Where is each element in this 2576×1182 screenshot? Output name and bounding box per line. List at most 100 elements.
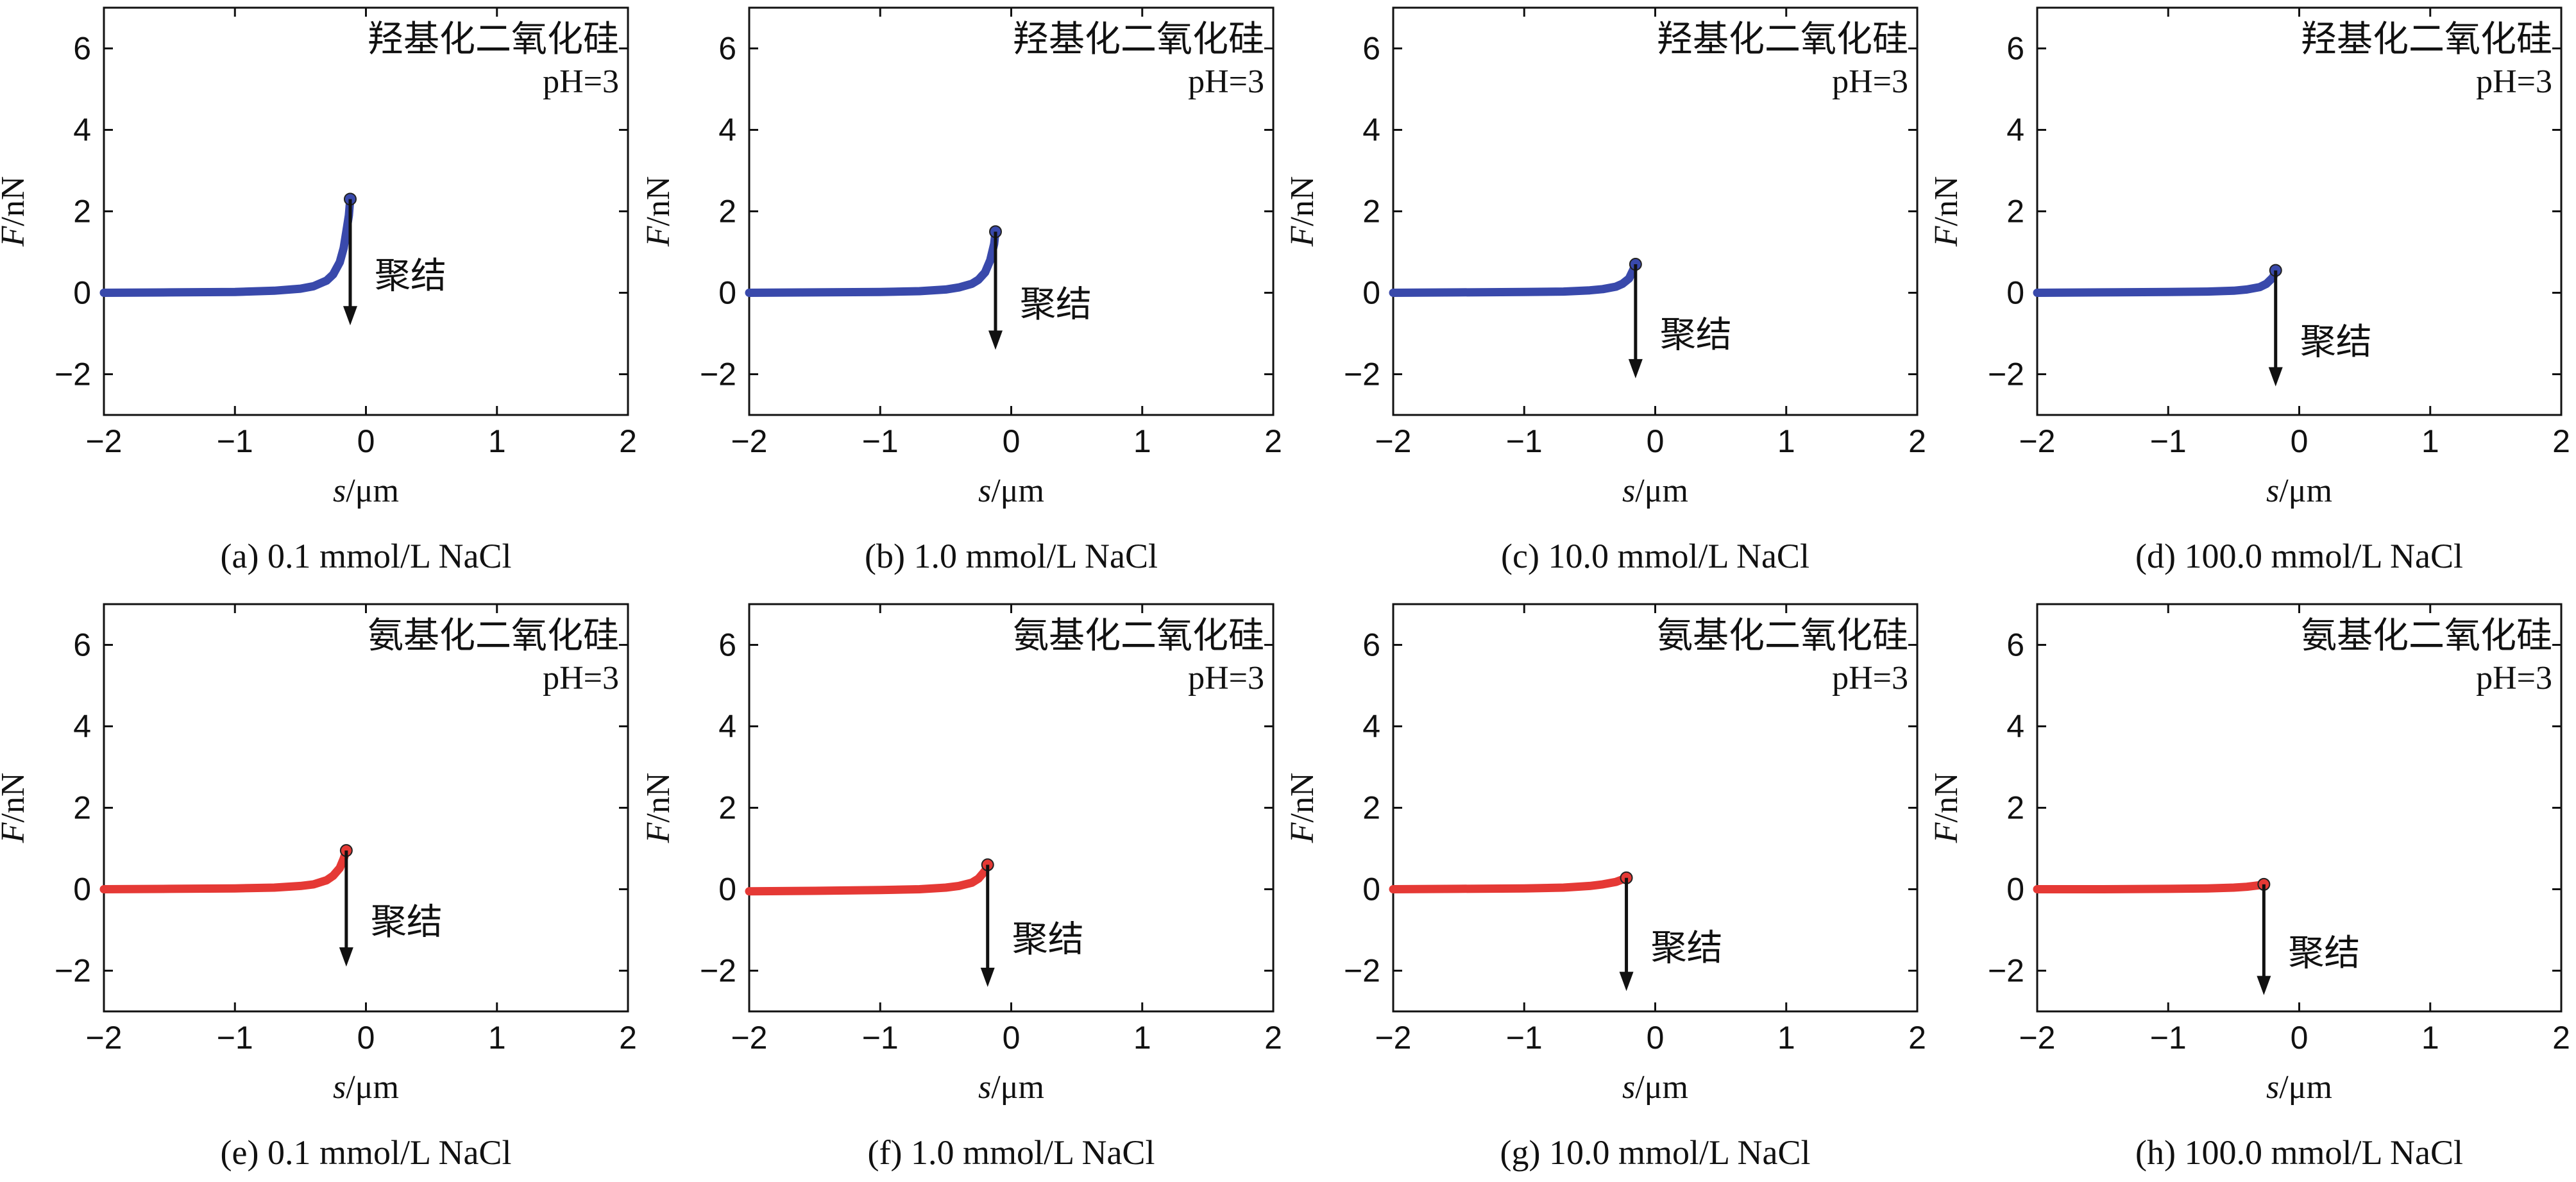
aggregation-arrow-head: [1619, 972, 1634, 992]
y-tick-label: 2: [73, 194, 91, 230]
x-axis-unit: /μm: [1635, 473, 1688, 509]
x-axis-label: s/μm: [1622, 1069, 1688, 1106]
x-tick-label: 0: [357, 423, 375, 459]
x-axis-var: s: [2266, 473, 2279, 509]
x-tick-label: 2: [619, 1020, 637, 1056]
x-tick-label: −2: [85, 423, 122, 459]
x-tick-label: 1: [2421, 1020, 2439, 1056]
force-curve-line: [745, 227, 1000, 297]
ph-annotation: pH=3: [543, 660, 619, 697]
x-tick-label: −2: [731, 1020, 767, 1056]
force-curve-line: [99, 194, 355, 297]
x-tick-label: 2: [619, 423, 637, 459]
y-axis-label: F/nN: [1928, 176, 1965, 248]
x-tick-label: −1: [2150, 423, 2187, 459]
x-tick-label: −2: [85, 1020, 122, 1056]
x-axis-var: s: [978, 473, 991, 509]
x-tick-label: −2: [2019, 1020, 2055, 1056]
force-curve-line: [1389, 260, 1640, 297]
x-tick-label: 2: [2552, 423, 2570, 459]
y-axis-unit: /nN: [1928, 176, 1965, 226]
x-axis-unit: /μm: [991, 1069, 1044, 1106]
ph-annotation: pH=3: [1832, 63, 1908, 100]
x-tick-label: 0: [1647, 423, 1665, 459]
panel-caption: (d) 100.0 mmol/L NaCl: [2135, 537, 2463, 575]
x-tick-label: 1: [1133, 1020, 1151, 1056]
ph-annotation: pH=3: [1188, 63, 1264, 100]
ph-annotation: pH=3: [2476, 63, 2552, 100]
y-axis-unit: /nN: [640, 176, 677, 226]
y-tick-label: 4: [1362, 709, 1380, 745]
y-tick-label: 4: [2006, 112, 2024, 148]
surface-annotation: 氨基化二氧化硅: [368, 615, 619, 657]
x-tick-label: 1: [1133, 423, 1151, 459]
panel-caption: (g) 10.0 mmol/L NaCl: [1500, 1133, 1811, 1172]
y-axis-label: F/nN: [1284, 773, 1321, 844]
x-tick-label: 2: [1264, 1020, 1282, 1056]
x-axis-label: s/μm: [1622, 473, 1688, 509]
y-tick-label: −2: [1344, 953, 1380, 989]
y-tick-label: 6: [2006, 31, 2024, 67]
y-tick-label: 6: [2006, 627, 2024, 663]
x-tick-label: −2: [1375, 1020, 1411, 1056]
force-curve-line: [745, 860, 992, 896]
y-tick-label: 2: [718, 194, 736, 230]
x-axis-var: s: [2266, 1069, 2279, 1106]
y-tick-label: 2: [2006, 790, 2024, 826]
x-tick-label: −1: [2150, 1020, 2187, 1056]
x-tick-label: −2: [2019, 423, 2055, 459]
x-axis-label: s/μm: [978, 473, 1044, 509]
y-tick-label: 6: [718, 31, 736, 67]
y-axis-unit: /nN: [1284, 176, 1321, 226]
x-axis-label: s/μm: [2266, 473, 2332, 509]
y-axis-label: F/nN: [0, 176, 31, 248]
y-axis-var: F: [640, 225, 677, 247]
y-axis-label: F/nN: [1928, 773, 1965, 844]
x-tick-label: −2: [731, 423, 767, 459]
y-axis-unit: /nN: [0, 773, 31, 823]
y-axis-var: F: [1284, 822, 1321, 843]
x-tick-label: −2: [1375, 423, 1411, 459]
panel-caption: (h) 100.0 mmol/L NaCl: [2135, 1133, 2463, 1172]
y-tick-label: 2: [1362, 790, 1380, 826]
y-tick-label: 4: [718, 709, 736, 745]
x-axis-var: s: [333, 473, 346, 509]
ph-annotation: pH=3: [2476, 660, 2552, 697]
aggregation-arrow-head: [988, 330, 1003, 350]
y-axis-var: F: [1928, 225, 1965, 247]
aggregation-label: 聚结: [1012, 919, 1084, 961]
y-tick-label: 6: [718, 627, 736, 663]
x-axis-var: s: [978, 1069, 991, 1106]
x-tick-label: 0: [2291, 423, 2309, 459]
x-axis-unit: /μm: [991, 473, 1044, 509]
x-tick-label: 1: [1777, 1020, 1795, 1056]
x-axis-unit: /μm: [346, 1069, 399, 1106]
aggregation-arrow-head: [2257, 975, 2271, 995]
y-axis-var: F: [1928, 822, 1965, 843]
x-axis-var: s: [1622, 1069, 1635, 1106]
x-axis-var: s: [1622, 473, 1635, 509]
y-axis-var: F: [640, 822, 677, 843]
y-tick-label: 0: [73, 275, 91, 311]
y-tick-label: 0: [2006, 872, 2024, 908]
y-axis-unit: /nN: [1284, 773, 1321, 823]
surface-annotation: 氨基化二氧化硅: [2301, 615, 2552, 657]
y-tick-label: 4: [2006, 709, 2024, 745]
x-axis-unit: /μm: [2279, 1069, 2332, 1106]
y-tick-label: 6: [73, 31, 91, 67]
surface-annotation: 羟基化二氧化硅: [1013, 19, 1264, 60]
y-tick-label: −2: [700, 953, 736, 989]
y-axis-label: F/nN: [0, 773, 31, 844]
surface-annotation: 氨基化二氧化硅: [1013, 615, 1264, 657]
y-axis-label: F/nN: [640, 773, 677, 844]
aggregation-label: 聚结: [375, 255, 446, 297]
x-tick-label: 2: [1264, 423, 1282, 459]
y-tick-label: −2: [55, 953, 91, 989]
x-tick-label: 0: [1003, 423, 1021, 459]
y-tick-label: −2: [1344, 357, 1380, 393]
